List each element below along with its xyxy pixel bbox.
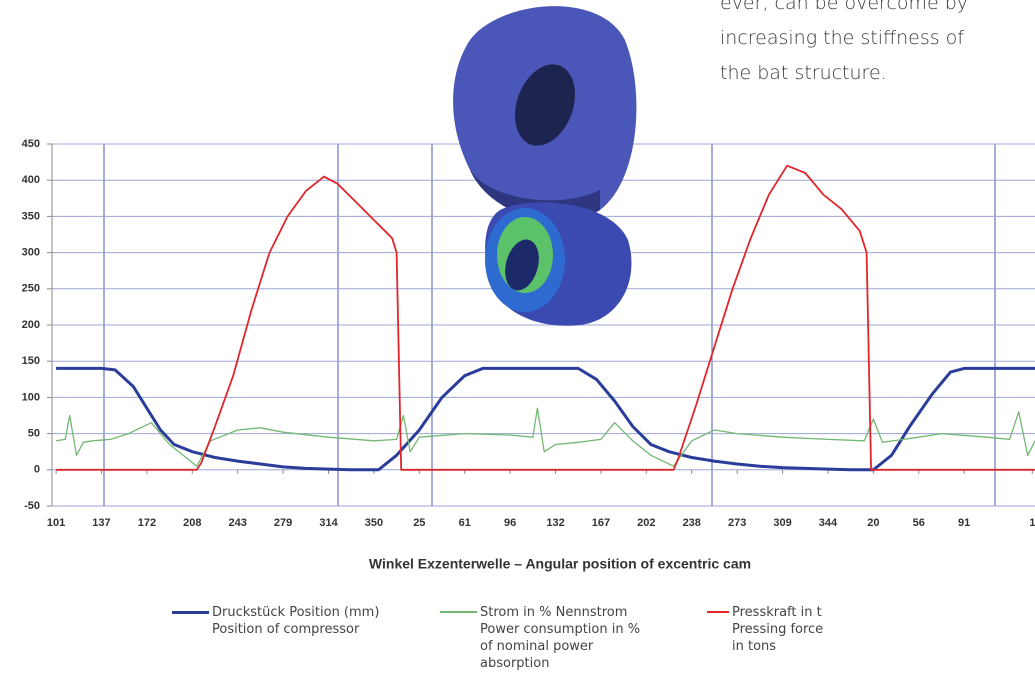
y-tick-label: 50 [28, 428, 40, 440]
page: {"document": {"text": "ever, can be over… [0, 0, 1035, 683]
x-axis-title: Winkel Exzenterwelle – Angular position … [369, 556, 751, 572]
x-tick-label: 101 [47, 517, 65, 529]
x-tick-label: 132 [546, 517, 564, 529]
y-tick-label: -50 [24, 500, 40, 512]
x-tick-label: 208 [183, 517, 201, 529]
x-tick-label: 309 [773, 517, 791, 529]
x-tick-label: 96 [504, 517, 516, 529]
legend-label: Druckstück Position (mm) Position of com… [212, 604, 379, 638]
y-tick-label: 300 [22, 247, 40, 259]
legend-label: Presskraft in t Pressing force in tons [732, 604, 823, 655]
x-tick-label: 137 [92, 517, 110, 529]
cam-illustration [453, 6, 636, 326]
y-tick-label: 150 [22, 355, 40, 367]
chart: Winkel Exzenterwelle – Angular position … [0, 0, 1035, 683]
x-tick-label: 314 [319, 517, 338, 529]
legend-label: Strom in % Nennstrom Power consumption i… [480, 604, 640, 672]
y-tick-label: 250 [22, 283, 40, 295]
x-tick-label: 238 [683, 517, 701, 529]
x-tick-label: 350 [365, 517, 383, 529]
x-tick-label: 61 [459, 517, 471, 529]
y-tick-label: 0 [34, 464, 40, 476]
y-tick-label: 450 [22, 138, 40, 150]
y-tick-label: 350 [22, 210, 40, 222]
y-tick-label: 100 [22, 391, 40, 403]
x-tick-label: 344 [819, 517, 838, 529]
x-tick-label: 243 [229, 517, 247, 529]
y-tick-label: 200 [22, 319, 40, 331]
x-tick-label: 91 [958, 517, 970, 529]
legend-swatch [707, 611, 729, 613]
x-tick-label: 1 [1029, 517, 1035, 529]
x-tick-label: 273 [728, 517, 746, 529]
x-tick-label: 172 [138, 517, 156, 529]
y-tick-label: 400 [22, 174, 40, 186]
x-tick-label: 56 [913, 517, 925, 529]
x-tick-label: 25 [413, 517, 425, 529]
x-tick-label: 202 [637, 517, 655, 529]
x-tick-label: 20 [867, 517, 879, 529]
x-tick-label: 167 [592, 517, 610, 529]
legend-swatch [440, 611, 477, 612]
legend-swatch [172, 611, 209, 614]
x-tick-label: 279 [274, 517, 292, 529]
